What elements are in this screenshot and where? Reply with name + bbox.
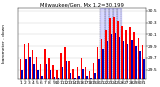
Text: barometer - down: barometer - down xyxy=(2,24,6,63)
Bar xyxy=(85,67,86,79)
Bar xyxy=(82,69,84,79)
Bar xyxy=(142,45,143,79)
Bar xyxy=(135,46,137,79)
Bar xyxy=(123,41,124,79)
Bar xyxy=(54,77,55,79)
Bar xyxy=(74,78,76,79)
Bar xyxy=(125,30,127,79)
Title: Milwaukee/Gen. Mx 1.2=30.199: Milwaukee/Gen. Mx 1.2=30.199 xyxy=(40,2,124,7)
Bar xyxy=(115,33,116,79)
Bar xyxy=(107,41,108,79)
Bar xyxy=(86,76,88,79)
Bar xyxy=(68,61,70,79)
Bar xyxy=(90,78,92,79)
Bar xyxy=(131,40,132,79)
Bar xyxy=(28,43,29,79)
Bar xyxy=(33,64,35,79)
Bar xyxy=(20,59,21,79)
Bar xyxy=(24,44,25,79)
Bar xyxy=(25,59,27,79)
Bar xyxy=(46,64,47,79)
Bar xyxy=(103,49,104,79)
Bar xyxy=(94,73,96,79)
Bar xyxy=(40,64,41,79)
Bar xyxy=(76,67,78,79)
Bar xyxy=(70,73,72,79)
Bar xyxy=(117,8,121,79)
Bar xyxy=(62,67,63,79)
Bar xyxy=(121,26,123,79)
Bar xyxy=(109,8,113,79)
Bar xyxy=(98,59,100,79)
Bar xyxy=(37,70,39,79)
Bar xyxy=(143,59,145,79)
Bar xyxy=(113,8,117,79)
Bar xyxy=(129,27,131,79)
Bar xyxy=(117,21,119,79)
Bar xyxy=(104,8,109,79)
Bar xyxy=(56,70,58,79)
Bar xyxy=(72,69,74,79)
Bar xyxy=(41,76,43,79)
Bar xyxy=(93,63,94,79)
Bar xyxy=(113,17,115,79)
Bar xyxy=(29,57,31,79)
Bar xyxy=(109,18,111,79)
Bar xyxy=(138,38,139,79)
Bar xyxy=(133,32,135,79)
Bar xyxy=(66,61,67,79)
Bar xyxy=(32,50,33,79)
Bar xyxy=(48,58,50,79)
Bar xyxy=(60,53,62,79)
Bar xyxy=(21,70,23,79)
Bar xyxy=(78,76,80,79)
Bar xyxy=(81,58,82,79)
Bar xyxy=(52,65,54,79)
Bar xyxy=(64,47,66,79)
Bar xyxy=(50,70,51,79)
Bar xyxy=(119,37,120,79)
Bar xyxy=(139,51,141,79)
Bar xyxy=(127,44,128,79)
Bar xyxy=(89,71,90,79)
Bar xyxy=(100,8,104,79)
Bar xyxy=(97,47,98,79)
Bar xyxy=(101,39,103,79)
Bar xyxy=(111,34,112,79)
Bar xyxy=(36,57,37,79)
Bar xyxy=(58,78,59,79)
Bar xyxy=(105,30,107,79)
Bar xyxy=(44,49,46,79)
